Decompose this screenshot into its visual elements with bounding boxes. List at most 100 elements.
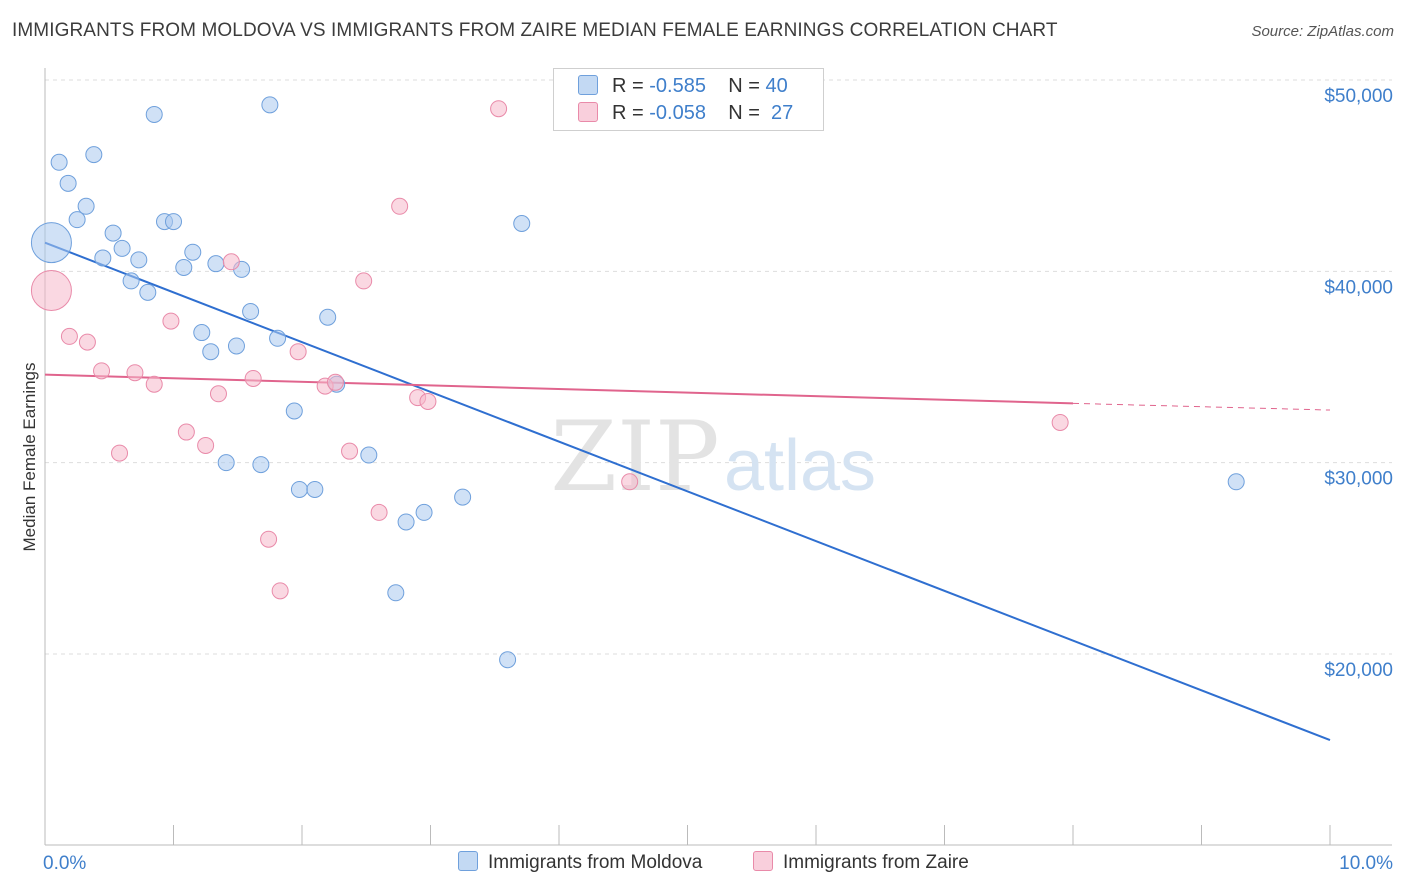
moldova-point (193, 324, 211, 342)
moldova-point (30, 222, 72, 264)
zaire-point (326, 373, 344, 391)
zaire-point (289, 343, 307, 361)
y-tick-label: $40,000 (1324, 277, 1393, 298)
legend-n-value: 27 (771, 102, 794, 124)
legend-r-value: -0.058 (649, 102, 706, 124)
legend-row-moldova: R = -0.585 N = 40 (578, 75, 788, 99)
moldova-point (319, 308, 337, 326)
moldova-point (285, 402, 303, 420)
moldova-point (145, 105, 163, 123)
zaire-point (419, 392, 437, 410)
moldova-point (1227, 473, 1245, 491)
trend-lines (44, 241, 1331, 742)
moldova-point (59, 174, 77, 192)
legend-n-label: N = (728, 75, 760, 97)
moldova-point (454, 488, 472, 506)
moldova-point (513, 215, 531, 232)
moldova-point (306, 480, 324, 498)
moldova-point (290, 480, 308, 498)
moldova-point (113, 239, 131, 257)
zaire-point (621, 473, 639, 491)
x-tick-label: 0.0% (43, 853, 86, 874)
zaire-point (126, 364, 144, 382)
grid-lines (45, 79, 1392, 655)
correlation-legend: R = -0.585 N = 40 R = -0.058 N = 27 (553, 68, 824, 131)
legend-r-label: R = (612, 102, 644, 124)
moldova-point (139, 283, 157, 301)
zaire-point (60, 327, 78, 345)
chart-title: IMMIGRANTS FROM MOLDOVA VS IMMIGRANTS FR… (12, 20, 1058, 41)
moldova-swatch (578, 75, 598, 95)
moldova-point (184, 243, 202, 261)
moldova-point (252, 456, 270, 474)
moldova-point (387, 584, 405, 602)
moldova-swatch (458, 851, 478, 871)
moldova-point (397, 513, 415, 531)
zaire-point (162, 312, 180, 330)
bottom-legend-moldova: Immigrants from Moldova (458, 851, 702, 874)
y-tick-label: $30,000 (1324, 469, 1393, 490)
axes (44, 68, 1392, 846)
legend-r-value: -0.585 (649, 75, 706, 97)
source-label: Source: ZipAtlas.com (1251, 23, 1394, 40)
moldova-point (217, 454, 235, 472)
moldova-point (202, 343, 220, 361)
zaire-swatch (753, 851, 773, 871)
watermark-zip: ZIP (550, 401, 719, 513)
zaire-point (244, 369, 262, 387)
moldova-point (50, 153, 68, 171)
moldova-point (68, 211, 86, 229)
x-tick-label: 10.0% (1339, 853, 1393, 874)
legend-n-value: 40 (765, 75, 788, 97)
legend-n-label: N = (728, 102, 760, 124)
moldova-trend-line (44, 241, 1331, 742)
moldova-point (269, 329, 287, 347)
zaire-point (145, 375, 163, 393)
bottom-legend-zaire: Immigrants from Zaire (753, 851, 969, 874)
moldova-point (242, 303, 260, 321)
moldova-point (94, 249, 112, 267)
bottom-legend-moldova-label: Immigrants from Moldova (488, 852, 703, 873)
zaire-point (209, 385, 227, 403)
zaire-trend-extension (1072, 402, 1331, 411)
moldova-point (207, 255, 225, 273)
zaire-point (260, 530, 278, 548)
moldova-point (104, 224, 122, 242)
moldova-point (85, 146, 103, 164)
moldova-point (499, 651, 517, 669)
moldova-point (415, 503, 433, 521)
zaire-point (177, 423, 195, 441)
zaire-trend-line (44, 373, 1074, 405)
legend-row-zaire: R = -0.058 N = 27 (578, 102, 793, 126)
zaire-point (111, 444, 129, 462)
y-axis-label: Median Female Earnings (20, 363, 39, 552)
zaire-point (1051, 413, 1069, 431)
zaire-point (78, 333, 96, 351)
tick-labels: $20,000 $30,000 $40,000 $50,000 0.0% 10.0% (43, 86, 1393, 874)
y-tick-label: $20,000 (1324, 660, 1393, 681)
zaire-point (197, 436, 215, 454)
zaire-point (490, 100, 508, 118)
zaire-point (370, 503, 388, 521)
moldova-point (122, 272, 140, 290)
moldova-point (165, 213, 182, 231)
watermark-atlas: atlas (724, 426, 876, 506)
zaire-point (271, 582, 289, 600)
moldova-point (175, 259, 193, 277)
y-tick-label: $50,000 (1324, 86, 1393, 107)
bottom-legend-zaire-label: Immigrants from Zaire (783, 852, 969, 873)
zaire-point (222, 253, 240, 271)
zaire-point (355, 272, 373, 290)
moldova-point (227, 337, 245, 355)
moldova-point (360, 446, 378, 464)
moldova-point (261, 96, 279, 114)
moldova-point (130, 251, 148, 269)
moldova-point (77, 197, 95, 215)
data-points (30, 96, 1245, 669)
zaire-swatch (578, 102, 598, 122)
legend-r-label: R = (612, 75, 644, 97)
zaire-point (30, 269, 72, 311)
zaire-point (93, 362, 111, 380)
zaire-point (391, 197, 409, 215)
